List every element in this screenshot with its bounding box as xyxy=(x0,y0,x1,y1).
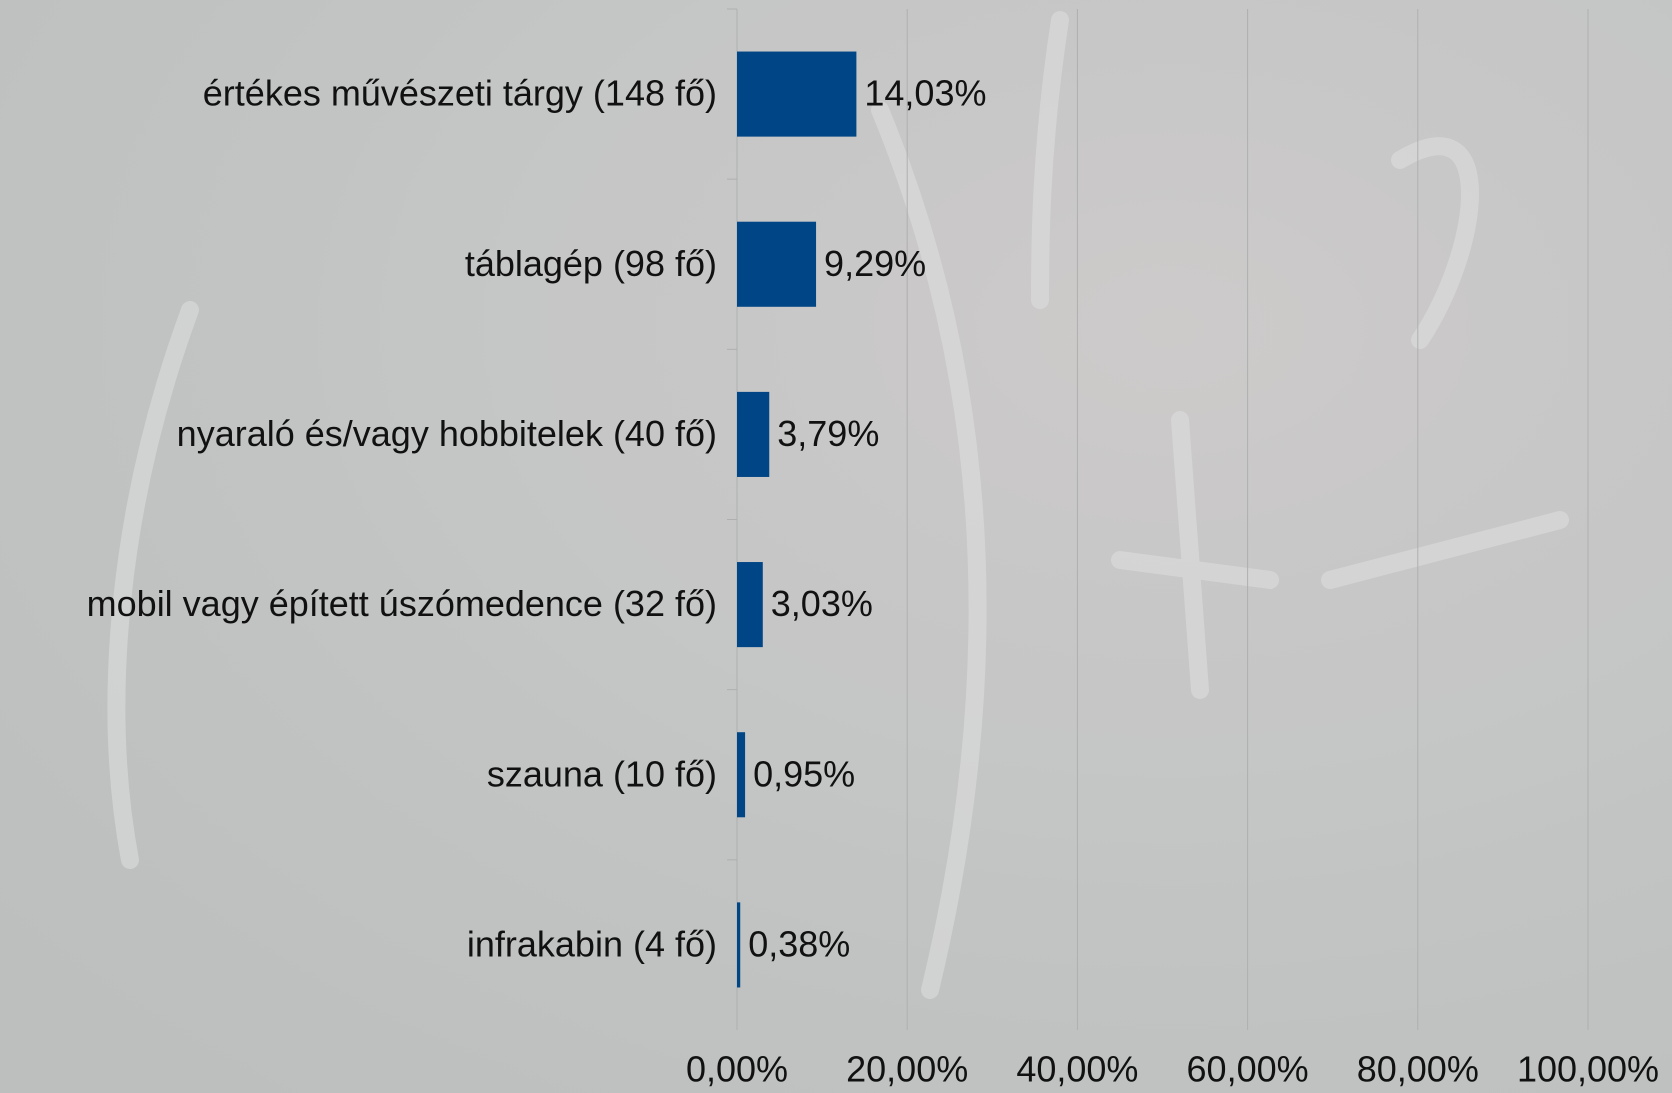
value-label: 9,29% xyxy=(824,243,926,284)
value-label: 0,38% xyxy=(748,923,850,964)
y-tick-label: értékes művészeti tárgy (148 fő) xyxy=(203,73,717,114)
x-tick-label: 40,00% xyxy=(1016,1049,1138,1090)
x-tick-label: 60,00% xyxy=(1187,1049,1309,1090)
y-tick-label: nyaraló és/vagy hobbitelek (40 fő) xyxy=(177,413,717,454)
x-tick-label: 100,00% xyxy=(1517,1049,1659,1090)
value-label: 0,95% xyxy=(753,753,855,794)
value-label: 14,03% xyxy=(864,73,986,114)
bar xyxy=(737,732,745,817)
bar xyxy=(737,902,740,987)
bar xyxy=(737,52,856,137)
x-tick-label: 80,00% xyxy=(1357,1049,1479,1090)
chart: 0,00% 20,00% 40,00% 60,00% 80,00% 100,00% érté… xyxy=(0,0,1672,1093)
bar xyxy=(737,392,769,477)
bar xyxy=(737,222,816,307)
y-tick-label: mobil vagy épített úszómedence (32 fő) xyxy=(87,583,717,624)
x-tick-label: 0,00% xyxy=(686,1049,788,1090)
x-tick-label: 20,00% xyxy=(846,1049,968,1090)
y-tick-label: táblagép (98 fő) xyxy=(465,243,717,284)
y-tick-label: szauna (10 fő) xyxy=(487,753,717,794)
page: 0,00% 20,00% 40,00% 60,00% 80,00% 100,00% érté… xyxy=(0,0,1672,1093)
y-tick-label: infrakabin (4 fő) xyxy=(467,923,717,964)
value-label: 3,79% xyxy=(777,413,879,454)
bar xyxy=(737,562,763,647)
value-label: 3,03% xyxy=(771,583,873,624)
